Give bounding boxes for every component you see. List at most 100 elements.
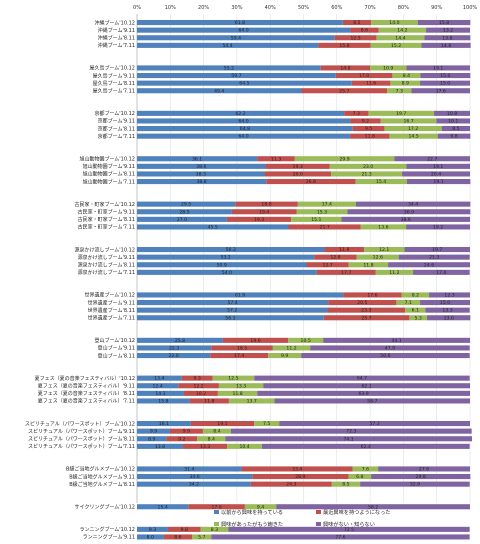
bar-segment <box>334 35 377 41</box>
bar-segment <box>190 421 255 427</box>
data-label: 10.5 <box>301 338 311 344</box>
category-label: 沖縄ブーム'7.11 <box>98 42 135 49</box>
data-label: 11.8 <box>232 391 242 397</box>
category-label: 世界遺産ブーム'8.11 <box>88 307 135 314</box>
bar-segment <box>276 504 470 510</box>
data-label: 27.6 <box>419 467 429 473</box>
bar-segment <box>263 383 470 389</box>
data-label: 54.4 <box>222 43 232 49</box>
bar-segment <box>167 526 201 532</box>
bar-segment <box>197 436 226 442</box>
category-label: 屋久島ブーム'9.11 <box>93 72 135 79</box>
bar-segment <box>364 247 405 253</box>
bar-segment <box>310 345 470 351</box>
bar-segment <box>348 262 389 268</box>
data-label: 64.0 <box>238 119 248 125</box>
data-label: 6.1 <box>412 308 419 314</box>
bar-segment <box>231 209 297 215</box>
bar-segment <box>406 179 471 185</box>
data-label: 8.6 <box>174 535 181 541</box>
data-label: 15.0 <box>440 81 450 87</box>
bar-segment <box>371 20 418 26</box>
bar-segment <box>244 504 277 510</box>
data-label: 11.8 <box>204 399 214 405</box>
legend-swatch <box>316 522 321 526</box>
data-label: 13.6 <box>378 225 388 231</box>
category-label: 夏フェス（夏の音楽フェスティバル）'8.11 <box>38 390 135 397</box>
bar-segment <box>411 88 470 94</box>
bar-segment <box>250 481 332 487</box>
bar-segment <box>348 474 372 480</box>
bar-segment <box>137 247 325 253</box>
data-label: 9.3 <box>149 527 156 533</box>
data-label: 18.5 <box>237 346 247 352</box>
bar-segment <box>370 42 422 48</box>
bar-segment <box>352 466 379 472</box>
bar-segment <box>137 353 211 359</box>
data-label: 57.2 <box>227 308 237 314</box>
data-label: 59.7 <box>231 73 241 79</box>
data-label: 17.7 <box>341 270 351 276</box>
bar-segment <box>254 375 470 381</box>
data-label: 15.4 <box>158 504 168 510</box>
data-label: 22.7 <box>427 156 437 162</box>
bar-segment <box>188 504 245 510</box>
bar-segment <box>137 156 258 162</box>
data-label: 8.5 <box>452 126 459 132</box>
bar-segment <box>182 443 228 449</box>
bar-segment <box>368 110 435 116</box>
bar-segment <box>137 118 351 124</box>
data-label: 17.0 <box>211 504 221 510</box>
bar-segment <box>316 269 376 275</box>
data-label: 62.4 <box>361 444 371 450</box>
data-label: 8.2 <box>412 293 419 299</box>
bar-segment <box>392 73 421 79</box>
bar-segment <box>211 345 273 351</box>
data-label: 20.5 <box>357 300 367 306</box>
bar-segment <box>387 88 412 94</box>
category-label: B級ご当地グルメブーム'9.11 <box>69 473 135 480</box>
bar-segment <box>265 163 330 169</box>
data-label: 6.8 <box>356 474 363 480</box>
bar-segment <box>328 300 397 306</box>
bar-segment <box>235 201 298 207</box>
data-label: 19.1 <box>433 164 443 170</box>
category-label: 沖縄ブーム'8.11 <box>98 35 135 42</box>
data-label: 9.9 <box>281 353 288 359</box>
bar-segment <box>296 209 348 215</box>
data-label: 12.2 <box>193 383 203 389</box>
bar-segment <box>137 73 336 79</box>
bar-segment <box>137 209 232 215</box>
bar-segment <box>394 156 470 162</box>
bar-segment <box>178 383 219 389</box>
data-label: 56.3 <box>226 247 236 253</box>
category-label: スピリチュアル（パワースポット）ブーム'10.12 <box>25 420 135 427</box>
bar-segment <box>137 171 265 177</box>
bar-segment <box>137 421 191 427</box>
bar-segment <box>279 421 470 427</box>
bar-segment <box>257 156 295 162</box>
bar-segment <box>137 254 315 260</box>
data-label: 11.9 <box>339 247 349 253</box>
bar-segment <box>388 262 470 268</box>
data-label: 24.6 <box>424 262 434 268</box>
bar-segment <box>323 315 410 321</box>
data-label: 11.6 <box>366 81 376 87</box>
bar-segment <box>401 292 430 298</box>
data-label: 19.4 <box>259 209 269 215</box>
data-label: 7.3 <box>353 111 360 117</box>
data-label: 34.2 <box>189 482 199 488</box>
data-label: 8.6 <box>361 28 368 34</box>
bar-segment <box>137 224 289 230</box>
data-label: 14.8 <box>340 66 350 72</box>
data-label: 8.9 <box>402 81 409 87</box>
data-label: 12.6 <box>373 255 383 261</box>
bar-segment <box>335 73 393 79</box>
legend-label: 最近興味を持つようになった <box>323 508 390 516</box>
category-label: 世界遺産ブーム'9.11 <box>88 299 135 306</box>
bar-segment <box>272 345 311 351</box>
bar-segment <box>202 428 231 434</box>
bar-segment <box>225 436 472 442</box>
bar-segment <box>376 35 425 41</box>
bar-segment <box>420 73 471 79</box>
